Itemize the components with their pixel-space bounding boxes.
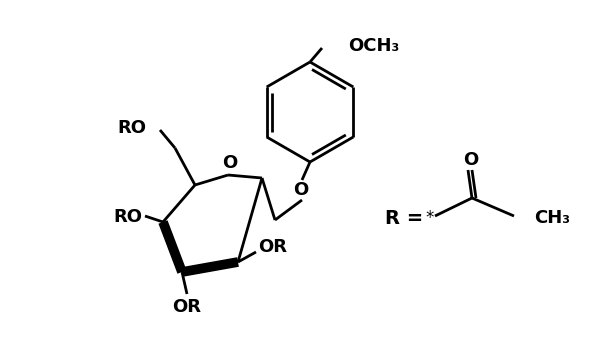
Text: OR: OR	[258, 238, 287, 256]
Text: OCH₃: OCH₃	[348, 37, 399, 55]
Text: CH₃: CH₃	[534, 209, 570, 227]
Text: OR: OR	[173, 298, 201, 316]
Text: O: O	[464, 151, 479, 169]
Text: O: O	[293, 181, 309, 199]
Text: R =: R =	[385, 208, 423, 227]
Text: RO: RO	[117, 119, 147, 137]
Text: O: O	[222, 154, 238, 172]
Text: RO: RO	[114, 208, 142, 226]
Text: *: *	[426, 209, 434, 227]
